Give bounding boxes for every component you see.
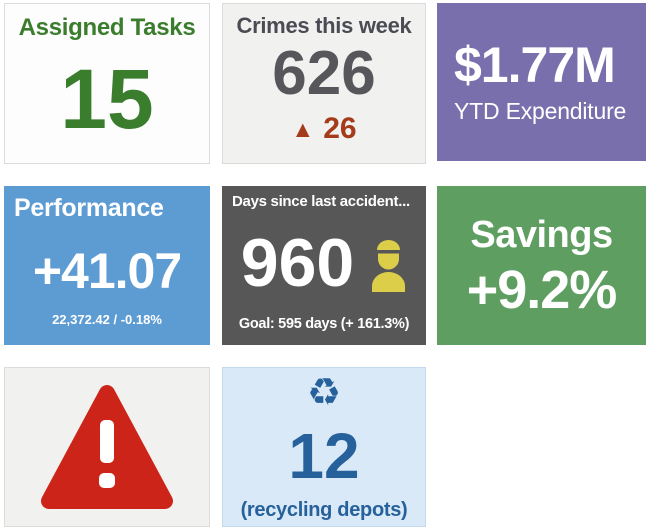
assigned-tasks-title: Assigned Tasks <box>18 14 196 41</box>
tile-warning <box>4 367 210 527</box>
tile-performance: Performance +41.07 22,372.42 / -0.18% <box>4 186 210 345</box>
crimes-delta-value: 26 <box>323 112 357 145</box>
tile-ytd-expenditure: $1.77M YTD Expenditure <box>437 3 646 161</box>
recycle-icon: ♻ <box>306 372 342 414</box>
worker-icon <box>370 235 407 292</box>
tile-assigned-tasks: Assigned Tasks 15 <box>4 3 210 164</box>
warning-triangle-icon <box>40 384 174 511</box>
accident-goal: Goal: 595 days (+ 161.3%) <box>238 316 410 332</box>
tile-crimes-this-week: Crimes this week 626 ▲ 26 <box>222 3 426 164</box>
expenditure-label: YTD Expenditure <box>454 97 627 124</box>
crimes-value: 626 <box>272 39 376 108</box>
accident-value: 960 <box>240 225 355 301</box>
savings-title: Savings <box>470 214 613 256</box>
up-triangle-icon: ▲ <box>291 115 315 142</box>
savings-value: +9.2% <box>466 260 618 320</box>
assigned-tasks-value: 15 <box>60 51 154 146</box>
tile-recycling-depots: ♻ 12 (recycling depots) <box>222 367 426 527</box>
expenditure-value: $1.77M <box>454 36 616 93</box>
crimes-title: Crimes this week <box>236 13 412 38</box>
tile-days-since-accident: Days since last accident... 960 Goal: 59… <box>222 186 426 345</box>
performance-detail: 22,372.42 / -0.18% <box>52 312 162 327</box>
crimes-delta: ▲ 26 <box>291 114 356 144</box>
performance-value: +41.07 <box>32 242 182 299</box>
recycling-value: 12 <box>288 420 360 492</box>
recycling-label: (recycling depots) <box>240 499 408 521</box>
accident-title: Days since last accident... <box>232 193 410 210</box>
tile-savings: Savings +9.2% <box>437 186 646 345</box>
accident-value-row: 960 <box>222 210 426 316</box>
performance-title: Performance <box>14 194 164 222</box>
